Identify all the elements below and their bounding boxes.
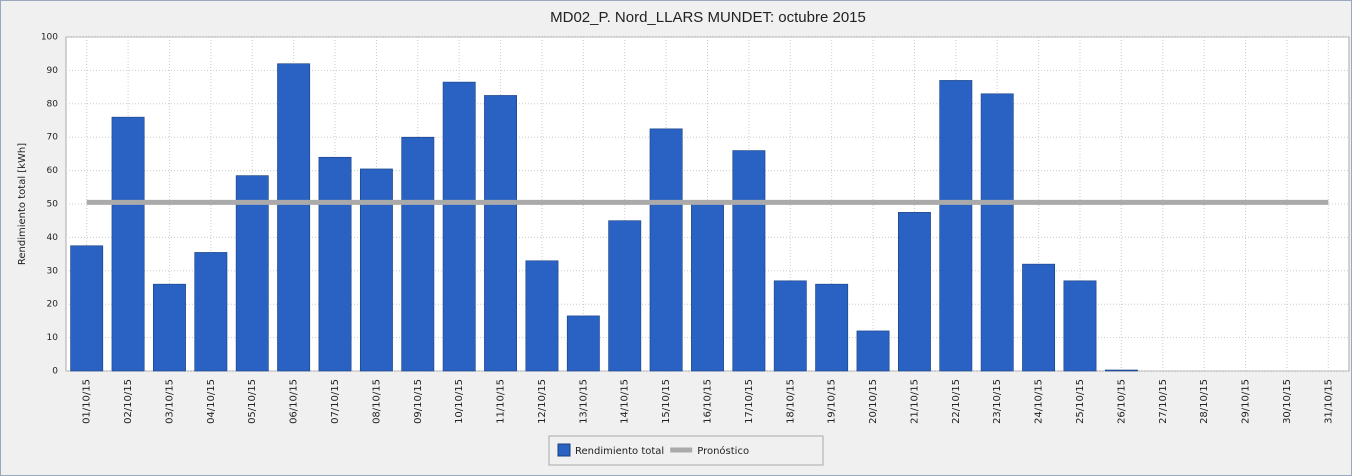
bar bbox=[1104, 369, 1138, 372]
bar bbox=[111, 116, 145, 372]
bar bbox=[525, 260, 559, 372]
bar bbox=[484, 95, 518, 372]
y-tick-label: 50 bbox=[47, 200, 59, 210]
chart-title: MD02_P. Nord_LLARS MUNDET: octubre 2015 bbox=[550, 9, 866, 26]
y-tick-label: 90 bbox=[47, 66, 59, 76]
bar bbox=[608, 220, 642, 372]
x-tick-label: 13/10/15 bbox=[578, 379, 589, 424]
bar bbox=[773, 280, 807, 372]
x-tick-label: 29/10/15 bbox=[1241, 379, 1252, 424]
x-tick-label: 21/10/15 bbox=[909, 379, 920, 424]
bar bbox=[442, 81, 476, 372]
bar bbox=[70, 245, 104, 372]
x-tick-label: 08/10/15 bbox=[371, 379, 382, 424]
bar bbox=[1063, 280, 1097, 372]
bar bbox=[897, 212, 931, 372]
bar bbox=[359, 168, 393, 372]
legend-label: Rendimiento total bbox=[575, 446, 664, 457]
x-tick-label: 22/10/15 bbox=[951, 379, 962, 424]
y-tick-label: 80 bbox=[47, 99, 59, 109]
bar bbox=[277, 63, 311, 372]
y-tick-label: 20 bbox=[47, 300, 59, 310]
x-tick-label: 24/10/15 bbox=[1034, 379, 1045, 424]
x-tick-label: 20/10/15 bbox=[868, 379, 879, 424]
x-tick-label: 25/10/15 bbox=[1075, 379, 1086, 424]
x-tick-label: 11/10/15 bbox=[496, 379, 507, 424]
x-tick-label: 10/10/15 bbox=[454, 379, 465, 424]
y-tick-label: 30 bbox=[47, 266, 59, 276]
x-tick-label: 07/10/15 bbox=[330, 379, 341, 424]
x-tick-label: 05/10/15 bbox=[247, 379, 258, 424]
x-tick-label: 14/10/15 bbox=[620, 379, 631, 424]
bar bbox=[815, 283, 849, 372]
x-tick-label: 31/10/15 bbox=[1323, 379, 1334, 424]
bar bbox=[649, 128, 683, 372]
x-tick-label: 15/10/15 bbox=[661, 379, 672, 424]
bar bbox=[1022, 263, 1056, 372]
x-tick-label: 06/10/15 bbox=[289, 379, 300, 424]
x-tick-label: 28/10/15 bbox=[1199, 379, 1210, 424]
bar bbox=[235, 175, 269, 372]
x-tick-label: 23/10/15 bbox=[992, 379, 1003, 424]
bar bbox=[153, 283, 186, 372]
legend-label: Pronóstico bbox=[697, 445, 749, 457]
bar bbox=[194, 252, 228, 372]
bar bbox=[939, 80, 973, 372]
x-tick-label: 04/10/15 bbox=[206, 379, 217, 424]
x-tick-label: 03/10/15 bbox=[164, 379, 175, 424]
bar bbox=[691, 203, 724, 372]
x-tick-label: 02/10/15 bbox=[123, 379, 134, 424]
y-axis-label: Rendimiento total [kWh] bbox=[17, 143, 28, 265]
legend-swatch bbox=[557, 443, 571, 457]
x-tick-label: 12/10/15 bbox=[537, 379, 548, 424]
bar bbox=[856, 330, 890, 372]
x-tick-label: 16/10/15 bbox=[703, 379, 714, 424]
x-tick-label: 19/10/15 bbox=[827, 379, 838, 424]
x-tick-label: 18/10/15 bbox=[785, 379, 796, 424]
x-tick-label: 30/10/15 bbox=[1282, 379, 1293, 424]
y-tick-label: 100 bbox=[41, 33, 58, 43]
y-tick-label: 0 bbox=[52, 367, 58, 377]
bar bbox=[980, 93, 1014, 372]
y-tick-label: 60 bbox=[47, 166, 59, 176]
x-tick-label: 17/10/15 bbox=[744, 379, 755, 424]
y-tick-label: 40 bbox=[47, 233, 59, 243]
bar bbox=[566, 315, 600, 372]
x-tick-label: 01/10/15 bbox=[82, 379, 93, 424]
x-tick-label: 27/10/15 bbox=[1158, 379, 1169, 424]
x-tick-label: 09/10/15 bbox=[413, 379, 424, 424]
bar bbox=[318, 156, 352, 372]
y-tick-label: 10 bbox=[47, 333, 59, 343]
x-tick-label: 26/10/15 bbox=[1116, 379, 1127, 424]
bar bbox=[401, 136, 435, 372]
y-tick-label: 70 bbox=[47, 133, 59, 143]
bar bbox=[732, 150, 766, 372]
